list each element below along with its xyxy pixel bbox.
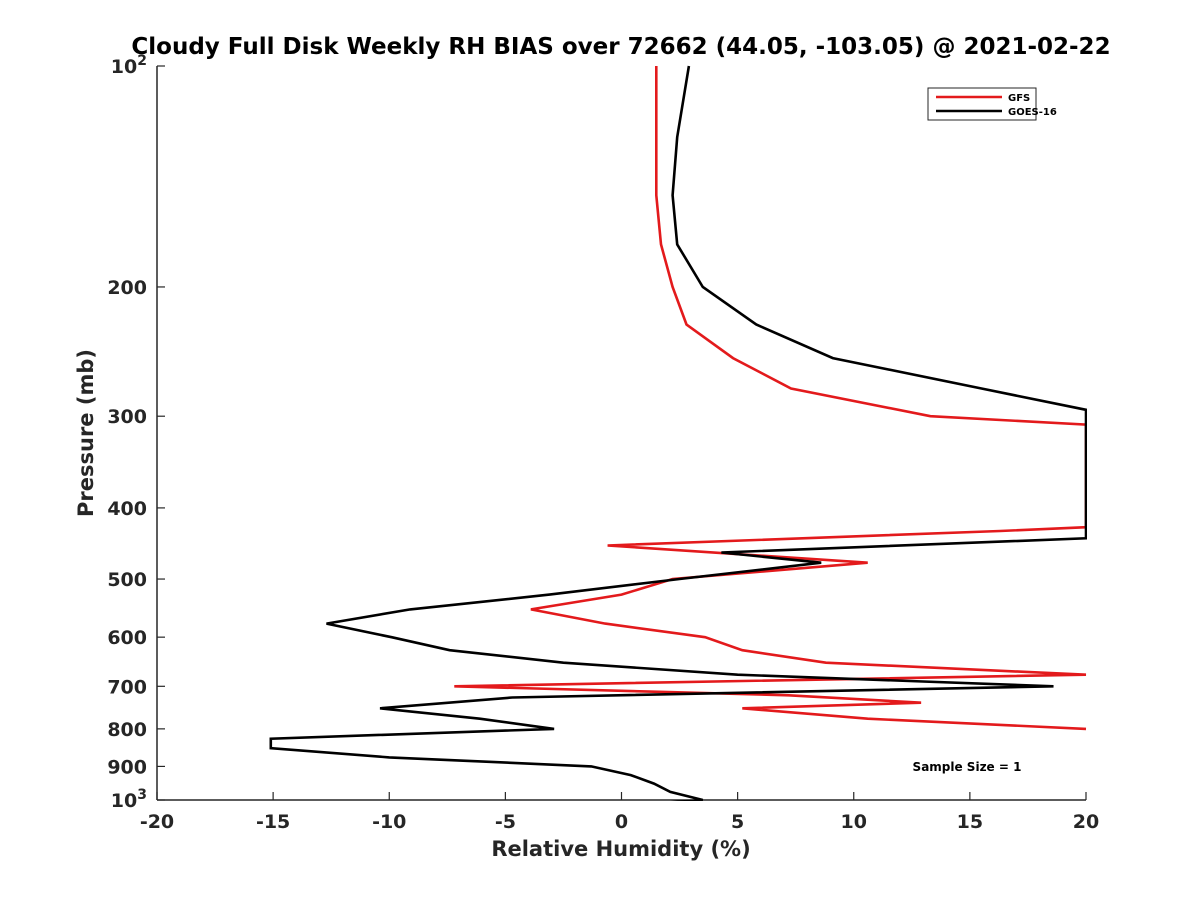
- y-axis-label: Pressure (mb): [74, 349, 98, 517]
- x-tick-label: 20: [1073, 811, 1099, 833]
- y-tick-label: 600: [107, 627, 147, 649]
- x-tick-label: -20: [140, 811, 174, 833]
- x-tick-label: 5: [731, 811, 744, 833]
- x-tick-label: -10: [372, 811, 406, 833]
- series-line-gfs: [454, 66, 1087, 731]
- legend-label-goes-16: GOES-16: [1008, 107, 1057, 118]
- legend: GFS GOES-16: [927, 87, 1057, 121]
- y-tick-label: 400: [107, 498, 147, 520]
- x-axis-ticks: -20 -15 -10 -5 0 5 10 15 20: [140, 792, 1099, 833]
- y-axis-ticks: 102 200 300 400 500 600 700 800 900 103: [107, 53, 165, 812]
- x-tick-label: -5: [495, 811, 516, 833]
- y-tick-label: 900: [107, 756, 147, 778]
- series-line-goes-16: [269, 65, 1087, 801]
- x-tick-label: 0: [615, 811, 628, 833]
- y-tick-label: 800: [107, 719, 147, 741]
- legend-box: [927, 87, 1037, 121]
- plot-area: [156, 65, 1087, 801]
- x-tick-label: 15: [957, 811, 983, 833]
- y-tick-label: 103: [111, 787, 147, 812]
- chart-title: Cloudy Full Disk Weekly RH BIAS over 726…: [131, 34, 1110, 60]
- legend-label-gfs: GFS: [1008, 93, 1030, 104]
- x-tick-label: -15: [256, 811, 290, 833]
- y-tick-label: 700: [107, 676, 147, 698]
- y-tick-label: 500: [107, 569, 147, 591]
- y-tick-label: 300: [107, 406, 147, 428]
- x-axis-label: Relative Humidity (%): [491, 837, 750, 861]
- y-tick-label: 102: [111, 53, 147, 78]
- y-tick-label: 200: [107, 277, 147, 299]
- series-lines: [269, 65, 1087, 801]
- sample-size-annotation: Sample Size = 1: [913, 760, 1022, 774]
- x-tick-label: 10: [841, 811, 867, 833]
